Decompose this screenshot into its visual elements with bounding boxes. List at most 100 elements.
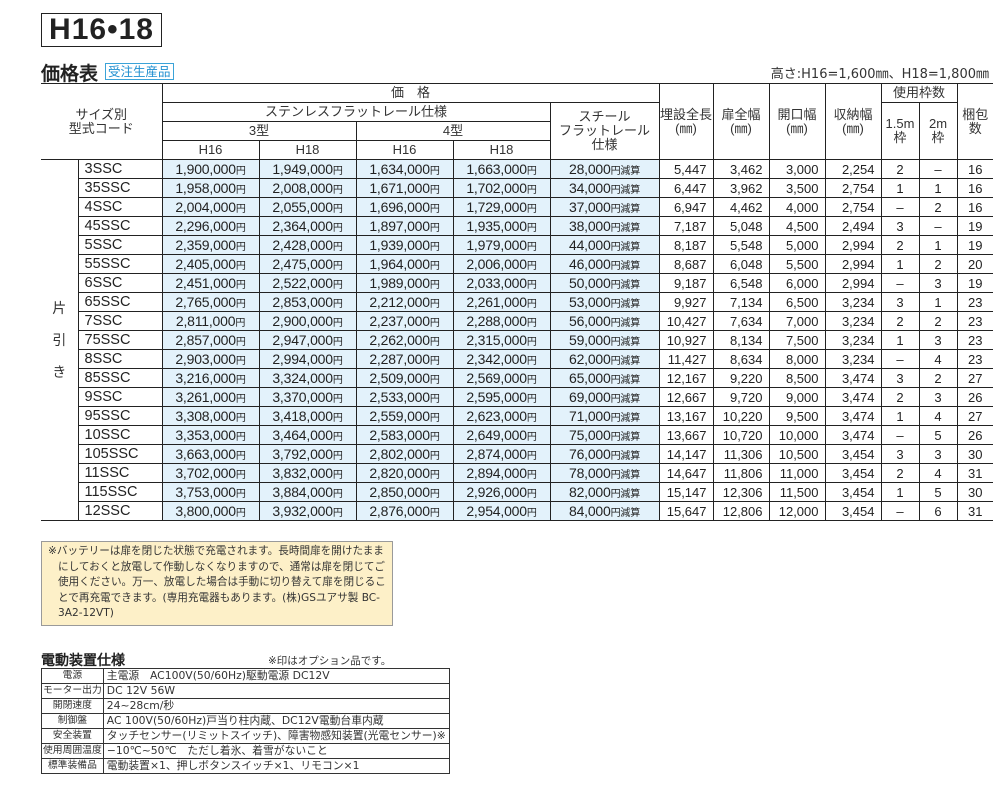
deduction-unit: 円減算 [610, 223, 641, 234]
spec-row: モーター出力 DC 12V 56W [41, 683, 450, 699]
yen-unit: 円 [526, 451, 537, 462]
opening-width: 7,000 [768, 311, 826, 331]
price-cell: 1,935,000円 [452, 216, 551, 236]
yen-unit: 円 [235, 204, 246, 215]
price-cell: 2,954,000円 [452, 501, 551, 521]
header-size-code: サイズ別 型式コード [41, 83, 163, 160]
price-value: 1,671,000 [369, 180, 430, 196]
yen-unit: 円 [332, 242, 343, 253]
price-cell: 2,559,000円 [355, 406, 454, 426]
model-code: 6SSC [77, 273, 163, 293]
frames-2m: 2 [918, 311, 958, 331]
package-count: 27 [956, 406, 993, 426]
price-cell: 3,932,000円 [258, 501, 357, 521]
frames-1-5m: 1 [880, 178, 920, 198]
yen-unit: 円 [526, 223, 537, 234]
door-width: 6,048 [712, 254, 770, 274]
price-value: 2,262,000 [369, 332, 430, 348]
yen-unit: 円 [526, 261, 537, 272]
yen-unit: 円 [235, 280, 246, 291]
price-value: 2,261,000 [466, 294, 527, 310]
price-value: 3,702,000 [175, 465, 236, 481]
deduction-unit: 円減算 [610, 375, 641, 386]
spec-row: 電源 主電源 AC100V(50/60Hz)駆動電源 DC12V [41, 668, 450, 684]
door-width: 10,220 [712, 406, 770, 426]
yen-unit: 円 [332, 318, 343, 329]
price-value: 2,583,000 [369, 427, 430, 443]
price-value: 2,033,000 [466, 275, 527, 291]
price-cell: 2,850,000円 [355, 482, 454, 502]
price-table-title: 価格表 [41, 63, 99, 85]
door-width: 3,462 [712, 159, 770, 179]
price-cell: 1,729,000円 [452, 197, 551, 217]
package-count: 23 [956, 292, 993, 312]
steel-deduction-cell: 44,000円減算 [549, 235, 660, 255]
frames-2m: 3 [918, 330, 958, 350]
storage-width: 3,234 [824, 311, 882, 331]
spec-row: 使用周囲温度 −10℃~50℃ ただし着氷、着雪がないこと [41, 743, 450, 759]
header-buried-length: 埋設全長 (㎜) [658, 83, 714, 160]
table-row: 5SSC 2,359,000円 2,428,000円 1,939,000円 1,979,… [41, 235, 993, 255]
yen-unit: 円 [429, 204, 440, 215]
steel-deduction-cell: 65,000円減算 [549, 368, 660, 388]
table-row: 6SSC 2,451,000円 2,522,000円 1,989,000円 2,033,… [41, 273, 993, 293]
frames-2m: 2 [918, 197, 958, 217]
package-count: 30 [956, 444, 993, 464]
deduction-value: 37,000 [568, 199, 611, 215]
yen-unit: 円 [429, 166, 440, 177]
frames-2m: – [918, 216, 958, 236]
price-value: 2,765,000 [175, 294, 236, 310]
opening-width: 11,500 [768, 482, 826, 502]
deduction-value: 69,000 [568, 389, 611, 405]
price-cell: 3,884,000円 [258, 482, 357, 502]
price-value: 2,569,000 [466, 370, 527, 386]
package-count: 19 [956, 235, 993, 255]
storage-width: 3,234 [824, 330, 882, 350]
price-cell: 2,428,000円 [258, 235, 357, 255]
frames-2m: 6 [918, 501, 958, 521]
frames-1-5m: 2 [880, 463, 920, 483]
storage-width: 2,754 [824, 197, 882, 217]
table-row: 7SSC 2,811,000円 2,900,000円 2,237,000円 2,288,… [41, 311, 993, 331]
price-cell: 1,958,000円 [161, 178, 260, 198]
spec-option-note: ※印はオプション品です。 [268, 655, 392, 667]
yen-unit: 円 [526, 508, 537, 519]
yen-unit: 円 [332, 166, 343, 177]
yen-unit: 円 [526, 470, 537, 481]
spec-table: 電源 主電源 AC100V(50/60Hz)駆動電源 DC12V モーター出力 DC … [41, 668, 450, 774]
opening-width: 8,000 [768, 349, 826, 369]
price-value: 2,559,000 [369, 408, 430, 424]
price-value: 2,903,000 [175, 351, 236, 367]
table-row: 95SSC 3,308,000円 3,418,000円 2,559,000円 2,623… [41, 406, 993, 426]
price-cell: 2,405,000円 [161, 254, 260, 274]
deduction-unit: 円減算 [610, 508, 641, 519]
door-width: 8,134 [712, 330, 770, 350]
frames-1-5m: – [880, 197, 920, 217]
deduction-value: 59,000 [568, 332, 611, 348]
frames-1-5m: 2 [880, 159, 920, 179]
price-cell: 2,595,000円 [452, 387, 551, 407]
yen-unit: 円 [235, 337, 246, 348]
table-row: 55SSC 2,405,000円 2,475,000円 1,964,000円 2,006… [41, 254, 993, 274]
frames-2m: 1 [918, 235, 958, 255]
price-value: 2,364,000 [272, 218, 333, 234]
deduction-unit: 円減算 [610, 489, 641, 500]
price-cell: 3,308,000円 [161, 406, 260, 426]
price-cell: 1,900,000円 [161, 159, 260, 179]
price-cell: 2,947,000円 [258, 330, 357, 350]
door-width: 12,806 [712, 501, 770, 521]
price-value: 2,006,000 [466, 256, 527, 272]
steel-deduction-cell: 62,000円減算 [549, 349, 660, 369]
price-cell: 2,583,000円 [355, 425, 454, 445]
steel-deduction-cell: 38,000円減算 [549, 216, 660, 236]
table-row: 10SSC 3,353,000円 3,464,000円 2,583,000円 2,649… [41, 425, 993, 445]
opening-width: 6,000 [768, 273, 826, 293]
price-value: 1,989,000 [369, 275, 430, 291]
frames-2m: 2 [918, 368, 958, 388]
deduction-unit: 円減算 [610, 337, 641, 348]
storage-width: 3,474 [824, 406, 882, 426]
price-value: 2,994,000 [272, 351, 333, 367]
yen-unit: 円 [526, 185, 537, 196]
door-width: 12,306 [712, 482, 770, 502]
deduction-value: 76,000 [568, 446, 611, 462]
